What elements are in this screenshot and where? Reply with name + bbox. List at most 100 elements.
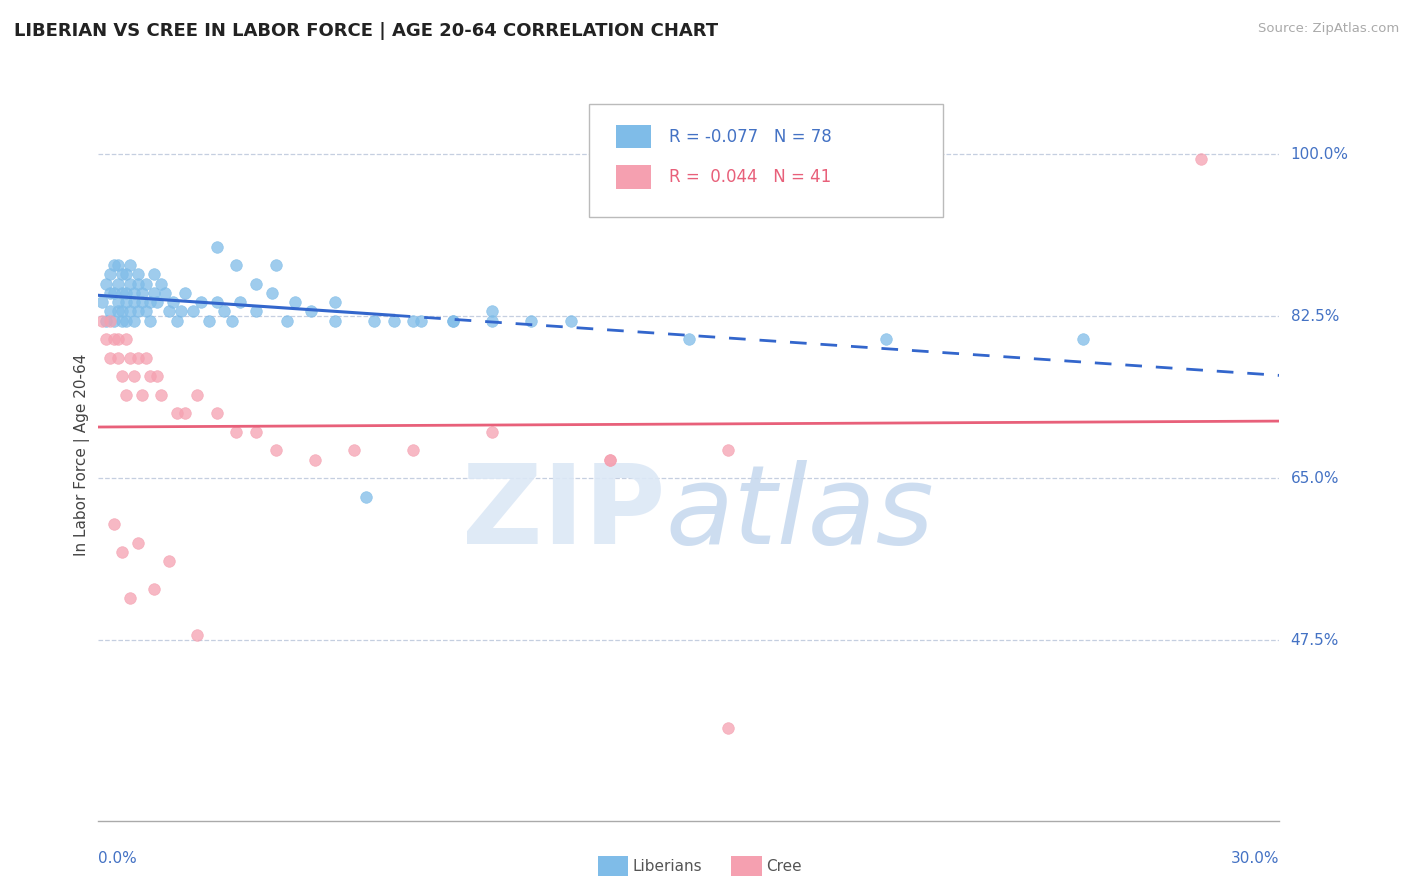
- Liberians: [111, 268, 134, 282]
- Liberians: [441, 313, 464, 327]
- Liberians: [115, 285, 138, 300]
- Liberians: [107, 258, 129, 272]
- Liberians: [138, 295, 160, 310]
- Liberians: [197, 313, 219, 327]
- Text: atlas: atlas: [665, 460, 934, 567]
- Liberians: [205, 239, 228, 253]
- Cree: [245, 425, 267, 439]
- Liberians: [245, 304, 267, 318]
- Liberians: [96, 277, 118, 291]
- Cree: [111, 545, 134, 559]
- Liberians: [174, 285, 197, 300]
- Liberians: [245, 277, 267, 291]
- Cree: [127, 536, 149, 550]
- Liberians: [107, 277, 129, 291]
- Liberians: [118, 304, 141, 318]
- Liberians: [107, 295, 129, 310]
- Cree: [225, 425, 247, 439]
- Cree: [103, 332, 125, 346]
- Liberians: [323, 295, 346, 310]
- Liberians: [142, 268, 165, 282]
- Liberians: [190, 295, 212, 310]
- Text: 100.0%: 100.0%: [1291, 146, 1348, 161]
- Liberians: [481, 304, 503, 318]
- Cree: [186, 388, 208, 402]
- Liberians: [260, 285, 283, 300]
- Liberians: [127, 304, 149, 318]
- Liberians: [118, 277, 141, 291]
- Liberians: [138, 313, 160, 327]
- Liberians: [560, 313, 582, 327]
- Cree: [599, 452, 621, 467]
- Text: 65.0%: 65.0%: [1291, 471, 1339, 485]
- Liberians: [170, 304, 193, 318]
- Bar: [616, 125, 651, 148]
- Liberians: [441, 313, 464, 327]
- Cree: [111, 369, 134, 384]
- Cree: [131, 388, 153, 402]
- Cree: [174, 406, 197, 420]
- Liberians: [214, 304, 236, 318]
- Cree: [264, 443, 287, 458]
- Liberians: [111, 304, 134, 318]
- Liberians: [142, 285, 165, 300]
- Text: R =  0.044   N = 41: R = 0.044 N = 41: [669, 168, 831, 186]
- Liberians: [107, 304, 129, 318]
- Liberians: [157, 304, 180, 318]
- Cree: [150, 388, 173, 402]
- Text: Source: ZipAtlas.com: Source: ZipAtlas.com: [1258, 22, 1399, 36]
- Liberians: [678, 332, 700, 346]
- Cree: [96, 332, 118, 346]
- Liberians: [875, 332, 897, 346]
- Liberians: [127, 277, 149, 291]
- Text: R = -0.077   N = 78: R = -0.077 N = 78: [669, 128, 831, 145]
- Cree: [481, 425, 503, 439]
- Cree: [186, 628, 208, 642]
- Liberians: [363, 313, 385, 327]
- Liberians: [155, 285, 177, 300]
- Text: 0.0%: 0.0%: [98, 851, 138, 866]
- Cree: [98, 351, 121, 365]
- Cree: [107, 351, 129, 365]
- Liberians: [96, 313, 118, 327]
- Bar: [616, 165, 651, 189]
- Cree: [118, 351, 141, 365]
- Cree: [122, 369, 145, 384]
- Cree: [98, 313, 121, 327]
- Liberians: [98, 304, 121, 318]
- Cree: [118, 591, 141, 606]
- Liberians: [150, 277, 173, 291]
- Liberians: [103, 285, 125, 300]
- Cree: [157, 554, 180, 568]
- Cree: [115, 332, 138, 346]
- Liberians: [146, 295, 169, 310]
- Liberians: [221, 313, 243, 327]
- Cree: [146, 369, 169, 384]
- Liberians: [323, 313, 346, 327]
- Liberians: [205, 295, 228, 310]
- Liberians: [111, 313, 134, 327]
- Liberians: [127, 268, 149, 282]
- Cree: [402, 443, 425, 458]
- Liberians: [229, 295, 252, 310]
- Cree: [115, 388, 138, 402]
- Liberians: [411, 313, 433, 327]
- Liberians: [122, 313, 145, 327]
- Liberians: [135, 304, 157, 318]
- Liberians: [115, 313, 138, 327]
- FancyBboxPatch shape: [589, 103, 943, 218]
- Liberians: [382, 313, 405, 327]
- Text: Liberians: Liberians: [633, 859, 703, 873]
- Liberians: [481, 313, 503, 327]
- Liberians: [122, 285, 145, 300]
- Liberians: [103, 313, 125, 327]
- Liberians: [103, 258, 125, 272]
- Liberians: [162, 295, 184, 310]
- Liberians: [181, 304, 204, 318]
- Text: ZIP: ZIP: [463, 460, 665, 567]
- Liberians: [284, 295, 307, 310]
- Liberians: [91, 295, 114, 310]
- Liberians: [276, 313, 298, 327]
- Liberians: [225, 258, 247, 272]
- Liberians: [131, 285, 153, 300]
